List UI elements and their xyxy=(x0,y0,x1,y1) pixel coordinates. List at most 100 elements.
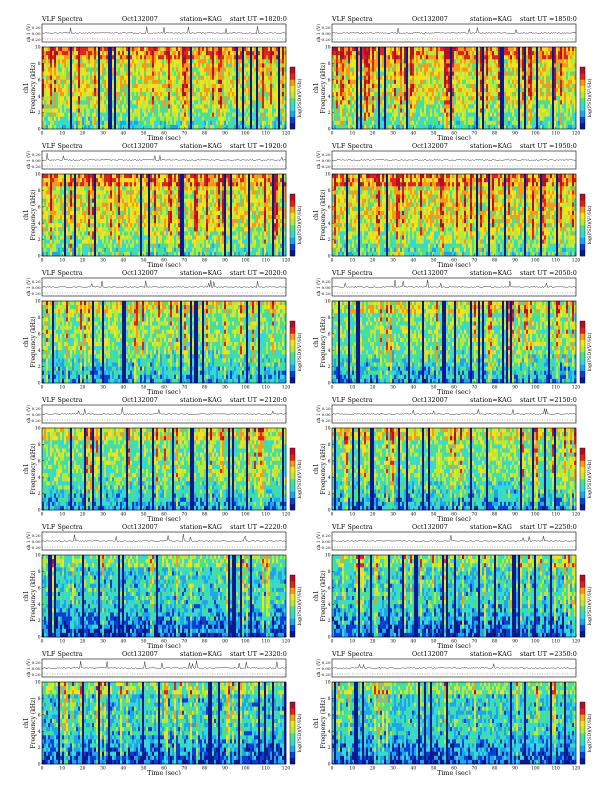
x-tick-label: 120 xyxy=(572,386,581,391)
ch1-tick-label: 0.00 xyxy=(32,285,41,290)
y-tick-label: 2 xyxy=(38,619,41,624)
colorbar xyxy=(289,701,296,765)
x-tick-label: 80 xyxy=(202,640,208,645)
panel-date: Oct132007 xyxy=(412,650,448,658)
ch1-tick-label: 0.00 xyxy=(322,539,331,544)
panel-date: Oct132007 xyxy=(122,396,158,404)
x-tick-label: 120 xyxy=(282,513,291,518)
x-tick-label: 100 xyxy=(241,513,250,518)
colorbar-label: log(PSD)(V²/Hz) xyxy=(296,459,303,498)
y-tick-label: 0 xyxy=(328,509,331,514)
panel-title: VLF Spectra xyxy=(331,269,373,277)
x-tick-label: 110 xyxy=(551,640,560,645)
x-tick-label: 60 xyxy=(451,640,457,645)
x-tick-label: 90 xyxy=(512,259,518,264)
colorbar xyxy=(579,701,586,765)
colorbar-label: log(PSD)(V²/Hz) xyxy=(586,713,593,752)
panel-station: station=KAG xyxy=(470,523,512,531)
x-tick-label: 100 xyxy=(241,386,250,391)
y-tick-label: 6 xyxy=(38,78,41,83)
spectrogram-panel: VLF Spectra Oct132007 station=KAG start UT … xyxy=(310,141,600,267)
x-tick-label: 0 xyxy=(331,259,334,264)
y-tick-label: 8 xyxy=(328,62,331,67)
panel-date: Oct132007 xyxy=(412,396,448,404)
spectrogram-image xyxy=(332,301,577,384)
x-tick-label: 30 xyxy=(390,767,396,772)
panel-station: station=KAG xyxy=(470,142,512,150)
x-axis-label: Time (sec) xyxy=(437,388,471,394)
x-tick-label: 10 xyxy=(350,640,356,645)
y-tick-label: 2 xyxy=(38,111,41,116)
panel-date: Oct132007 xyxy=(412,269,448,277)
spectrogram-panel: VLF Spectra Oct132007 station=KAG start UT … xyxy=(20,649,310,775)
x-tick-label: 20 xyxy=(370,259,376,264)
ch1-tick-label: -0.20 xyxy=(30,545,41,550)
y-tick-label: 6 xyxy=(328,459,331,464)
y-axis-label: ch1Frequency (kHz) xyxy=(23,62,37,113)
y-tick-label: 10 xyxy=(35,681,41,686)
x-tick-label: 0 xyxy=(41,386,44,391)
y-tick-label: 2 xyxy=(328,619,331,624)
ch1-tick-label: -0.20 xyxy=(320,164,331,169)
ch1-tick-label: 0.00 xyxy=(32,412,41,417)
panel-title: VLF Spectra xyxy=(41,15,83,23)
x-tick-label: 60 xyxy=(161,259,167,264)
x-tick-label: 0 xyxy=(331,640,334,645)
ch1-tick-label: 0.20 xyxy=(32,25,41,30)
x-tick-label: 30 xyxy=(100,513,106,518)
y-tick-label: 0 xyxy=(38,636,41,641)
ch1-axis-label: ch 1 (V) xyxy=(315,151,322,169)
x-tick-label: 100 xyxy=(531,259,540,264)
panel-start-time: start UT =2320:0 xyxy=(230,650,287,658)
colorbar xyxy=(289,66,296,130)
panel-start-time: start UT =2120:0 xyxy=(230,396,287,404)
x-tick-label: 100 xyxy=(531,640,540,645)
y-tick-label: 6 xyxy=(38,713,41,718)
y-tick-label: 4 xyxy=(328,222,331,227)
ch1-axis-label: ch 1 (V) xyxy=(25,24,32,42)
x-tick-label: 110 xyxy=(261,513,270,518)
x-tick-label: 90 xyxy=(512,513,518,518)
spectrogram-chart: VLF Spectra Oct132007 station=KAG start UT … xyxy=(313,396,593,521)
spectrogram-image xyxy=(42,301,287,384)
spectrogram-chart: VLF Spectra Oct132007 station=KAG start UT … xyxy=(23,523,303,648)
x-tick-label: 40 xyxy=(121,259,127,264)
ch1-tick-label: 0.20 xyxy=(32,660,41,665)
x-tick-label: 20 xyxy=(80,640,86,645)
x-tick-label: 110 xyxy=(551,259,560,264)
x-tick-label: 110 xyxy=(551,767,560,772)
y-tick-label: 2 xyxy=(328,746,331,751)
spectrogram-chart: VLF Spectra Oct132007 station=KAG start UT … xyxy=(313,523,593,648)
y-axis-label: ch1Frequency (kHz) xyxy=(23,189,37,240)
x-tick-label: 100 xyxy=(531,513,540,518)
colorbar xyxy=(289,574,296,638)
x-tick-label: 100 xyxy=(241,767,250,772)
x-tick-label: 100 xyxy=(241,132,250,137)
y-tick-label: 6 xyxy=(328,78,331,83)
y-tick-label: 4 xyxy=(38,222,41,227)
x-tick-label: 60 xyxy=(161,640,167,645)
x-tick-label: 90 xyxy=(222,132,228,137)
y-tick-label: 2 xyxy=(38,365,41,370)
colorbar xyxy=(579,193,586,257)
x-tick-label: 30 xyxy=(100,767,106,772)
x-tick-label: 90 xyxy=(512,767,518,772)
panel-date: Oct132007 xyxy=(122,523,158,531)
y-tick-label: 4 xyxy=(38,476,41,481)
ch1-tick-label: -0.20 xyxy=(320,37,331,42)
x-axis-label: Time (sec) xyxy=(147,134,181,140)
x-tick-label: 60 xyxy=(161,386,167,391)
ch1-signal-line xyxy=(41,153,287,162)
x-tick-label: 60 xyxy=(451,132,457,137)
panel-start-time: start UT =2350:0 xyxy=(520,650,577,658)
x-tick-label: 20 xyxy=(80,513,86,518)
x-tick-label: 70 xyxy=(472,513,478,518)
y-tick-label: 10 xyxy=(325,173,331,178)
y-tick-label: 4 xyxy=(38,603,41,608)
y-tick-label: 8 xyxy=(328,316,331,321)
ch1-tick-label: 0.00 xyxy=(32,539,41,544)
x-tick-label: 70 xyxy=(182,767,188,772)
ch1-tick-label: -0.20 xyxy=(30,291,41,296)
y-tick-label: 6 xyxy=(38,205,41,210)
spectrogram-chart: VLF Spectra Oct132007 station=KAG start UT … xyxy=(23,269,303,394)
